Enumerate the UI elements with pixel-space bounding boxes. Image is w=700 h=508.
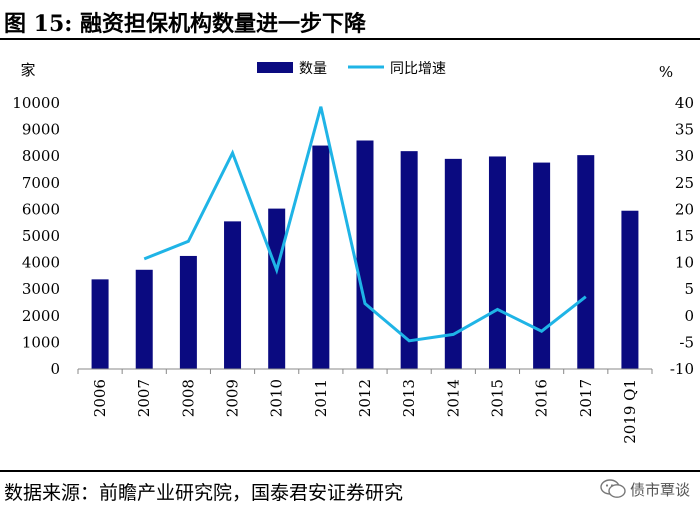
right-axis-unit: %	[659, 63, 673, 81]
title-bar: 图 15: 融资担保机构数量进一步下降	[0, 0, 700, 40]
figure-title: 图 15: 融资担保机构数量进一步下降	[4, 11, 367, 37]
bottom-rule	[0, 470, 700, 472]
left-tick-label: 6000	[22, 200, 60, 218]
bar-2017	[577, 155, 595, 369]
left-tick-label: 8000	[22, 147, 60, 165]
right-tick-label: -10	[670, 360, 694, 378]
left-tick-label: 4000	[22, 254, 60, 272]
bar-2009	[224, 221, 242, 369]
legend-line-label: 同比增速	[390, 61, 446, 77]
bar-2012	[356, 140, 374, 369]
watermark-text: 债市覃谈	[629, 480, 690, 499]
category-label: 2007	[135, 379, 153, 417]
bar-2014	[444, 158, 462, 369]
right-tick-label: 20	[675, 200, 694, 218]
left-tick-label: 3000	[22, 280, 60, 298]
right-tick-label: 15	[675, 227, 694, 245]
left-tick-label: 7000	[22, 174, 60, 192]
right-tick-label: 35	[675, 121, 694, 139]
left-tick-label: 0	[50, 360, 60, 378]
category-label: 2009	[224, 379, 242, 417]
left-tick-label: 5000	[22, 227, 60, 245]
bar-2019-q1	[621, 210, 639, 369]
left-tick-label: 9000	[22, 121, 60, 139]
bar-2013	[400, 151, 418, 369]
category-label: 2011	[312, 379, 330, 417]
category-label: 2017	[577, 379, 595, 417]
left-axis-unit: 家	[20, 61, 35, 79]
bar-2015	[488, 156, 506, 369]
left-tick-label: 1000	[22, 333, 60, 351]
left-tick-label: 2000	[22, 307, 60, 325]
category-label: 2014	[444, 379, 462, 417]
left-tick-label: 10000	[12, 94, 60, 112]
legend-bar-swatch	[257, 62, 293, 73]
chart: 0100020003000400050006000700080009000100…	[12, 61, 694, 444]
data-source: 数据来源：前瞻产业研究院，国泰君安证券研究	[4, 482, 404, 504]
legend-bar-label: 数量	[299, 61, 327, 77]
category-label: 2015	[488, 379, 506, 417]
right-tick-label: 5	[684, 280, 694, 298]
bar-2007	[135, 269, 153, 369]
right-tick-label: -5	[679, 333, 694, 351]
right-tick-label: 40	[675, 94, 694, 112]
category-label: 2016	[533, 379, 551, 417]
bar-2008	[179, 255, 197, 369]
right-tick-label: 10	[675, 254, 694, 272]
category-label: 2012	[356, 379, 374, 417]
category-label: 2006	[91, 379, 109, 417]
right-tick-label: 30	[675, 147, 694, 165]
category-label: 2013	[400, 379, 418, 417]
category-label: 2010	[268, 379, 286, 417]
bar-2016	[533, 162, 551, 369]
top-rule	[0, 38, 700, 40]
right-tick-label: 25	[675, 174, 694, 192]
watermark: 债市覃谈	[600, 474, 690, 504]
bar-2006	[91, 279, 109, 369]
bar-2010	[268, 208, 286, 369]
bar-2011	[312, 145, 330, 369]
right-tick-label: 0	[684, 307, 694, 325]
category-label: 2008	[179, 379, 197, 417]
chat-bubbles-icon	[600, 479, 626, 498]
category-label: 2019 Q1	[621, 379, 639, 444]
